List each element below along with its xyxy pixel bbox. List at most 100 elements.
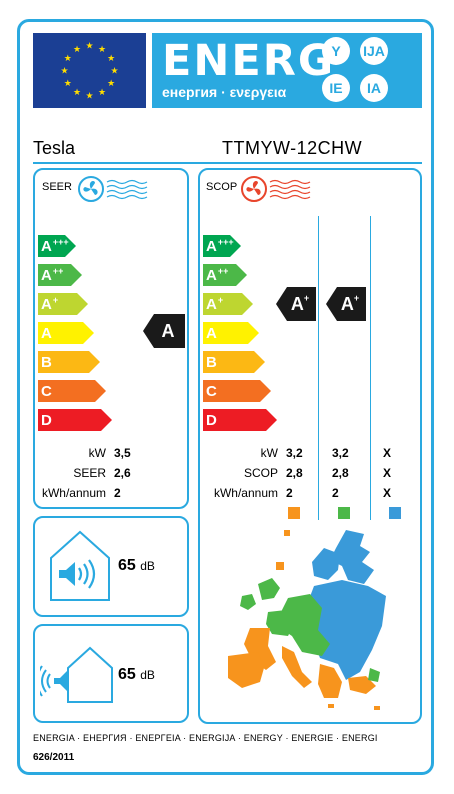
eu-star: ★	[107, 53, 115, 63]
cooling-scale-bar-5: C	[38, 380, 106, 402]
cooling-scale-grade: D	[41, 411, 52, 429]
cooling-scale-grade: A	[41, 266, 52, 284]
heating-label: SCOP	[206, 181, 238, 193]
heating-scale-grade: C	[206, 382, 217, 400]
heating-cold-annual: X	[383, 486, 392, 500]
heating-annual-label: kWh/annum	[213, 486, 278, 500]
heating-cold-scop: X	[383, 466, 392, 480]
eu-star: ★	[85, 41, 93, 51]
heating-warm-kw: 3,2	[286, 446, 303, 460]
eu-stars-icon: ★ ★★★★★★★★★★★	[60, 41, 118, 101]
cooling-scale-bar-0: A +++	[38, 235, 76, 257]
eu-star: ★	[98, 44, 106, 54]
heating-average-grade: A	[340, 293, 354, 314]
brand-name: Tesla	[33, 138, 76, 158]
separator-line	[33, 162, 422, 164]
eu-star: ★	[110, 66, 118, 76]
cooling-scale-bar-6: D	[38, 409, 112, 431]
cooling-scale-grade: A	[41, 237, 52, 255]
cooling-class-grade: A	[161, 320, 175, 341]
energy-subtitle: енергия · ενεργεια	[162, 84, 287, 100]
average-climate-swatch	[338, 507, 350, 519]
heating-average-kw: 3,2	[332, 446, 349, 460]
footer-languages: ENERGIA · ЕНЕРГИЯ · ΕΝΕΡΓΕΙΑ · ENERGIJA …	[33, 733, 378, 743]
lang-badge-y: Y	[322, 37, 350, 65]
cooling-scale-grade: A	[41, 295, 52, 313]
cooling-kw-label: kW	[88, 446, 106, 460]
cooling-scale-sup: +++	[52, 237, 69, 247]
heating-scale-sup: +++	[217, 237, 234, 247]
climate-divider-1	[318, 216, 319, 520]
indoor-noise-panel	[33, 516, 189, 617]
heating-panel	[198, 168, 422, 724]
heating-scale-grade: A	[206, 295, 217, 313]
outdoor-house-speaker-icon	[40, 646, 113, 703]
cooling-scale-bar-2: A +	[38, 293, 88, 315]
heating-scale-grade: B	[206, 353, 217, 371]
heating-warm-annual: 2	[286, 486, 293, 500]
cooling-scale-grade: B	[41, 353, 52, 371]
cooling-scale-grade: C	[41, 382, 52, 400]
indoor-db-unit: dB	[140, 559, 155, 573]
eu-flag: ★ ★ ★ ★ ★ ★ ★ ★ ★ ★ ★ ★	[33, 33, 146, 108]
cooling-kw-value: 3,5	[114, 446, 131, 460]
lang-badge-ie: IE	[322, 74, 350, 102]
heating-fan-icon	[241, 176, 311, 202]
heating-scale-bar-1: A ++	[203, 264, 247, 286]
heating-scale-grade: A	[206, 266, 217, 284]
cold-climate-swatch	[389, 507, 401, 519]
eu-star: ★	[107, 78, 115, 88]
heating-scale-grade: A	[206, 237, 217, 255]
heating-average-sup: +	[353, 293, 360, 303]
cooling-scale-grade: A	[41, 324, 52, 342]
heating-kw-label: kW	[260, 446, 278, 460]
model-identifier: TTMYW-12CHW	[222, 138, 363, 158]
heating-scale-bar-5: C	[203, 380, 271, 402]
heating-warm-sup: +	[303, 293, 310, 303]
eu-star: ★	[85, 91, 93, 101]
heating-scale-bar-3: A	[203, 322, 259, 344]
heating-average-scop: 2,8	[332, 466, 349, 480]
europe-climate-map-icon	[228, 530, 386, 710]
eu-star: ★	[60, 66, 68, 76]
outdoor-noise-value: 65 dB	[118, 666, 155, 684]
heating-scale-bar-0: A +++	[203, 235, 241, 257]
label-frame	[17, 19, 434, 775]
outdoor-db-number: 65	[118, 666, 136, 683]
heating-scale-grade: A	[206, 324, 217, 342]
cooling-scale-bar-3: A	[38, 322, 94, 344]
eu-star: ★	[73, 44, 81, 54]
indoor-db-number: 65	[118, 557, 136, 574]
climate-divider-2	[370, 216, 371, 520]
indoor-house-speaker-icon	[50, 530, 110, 601]
cooling-seer-label: SEER	[73, 466, 106, 480]
cooling-scale-bar-1: A ++	[38, 264, 82, 286]
heating-scale-sup: ++	[217, 266, 229, 276]
cooling-scale-sup: +	[52, 295, 59, 305]
heating-average-annual: 2	[332, 486, 339, 500]
cooling-panel	[33, 168, 189, 509]
heating-warm-scop: 2,8	[286, 466, 303, 480]
heating-scop-label: SCOP	[243, 466, 278, 480]
cooling-annual-label: kWh/annum	[41, 486, 106, 500]
cooling-scale-bar-4: B	[38, 351, 100, 373]
heating-scale-bar-2: A +	[203, 293, 253, 315]
warm-climate-swatch	[288, 507, 300, 519]
eu-star: ★	[64, 78, 72, 88]
cooling-label: SEER	[42, 181, 72, 193]
outdoor-noise-panel	[33, 624, 189, 723]
heating-scale-sup: +	[217, 295, 224, 305]
eu-star: ★	[73, 87, 81, 97]
heating-scale-bar-4: B	[203, 351, 265, 373]
heating-warm-grade: A	[290, 293, 304, 314]
eu-star: ★	[64, 53, 72, 63]
eu-star: ★	[98, 87, 106, 97]
lang-badge-ija: IJA	[360, 37, 388, 65]
cooling-annual-value: 2	[114, 486, 121, 500]
heating-scale-bar-6: D	[203, 409, 277, 431]
regulation-number: 626/2011	[33, 752, 75, 763]
cooling-scale-sup: ++	[52, 266, 64, 276]
cooling-seer-value: 2,6	[114, 466, 131, 480]
lang-badge-ia: IA	[360, 74, 388, 102]
indoor-noise-value: 65 dB	[118, 557, 155, 575]
